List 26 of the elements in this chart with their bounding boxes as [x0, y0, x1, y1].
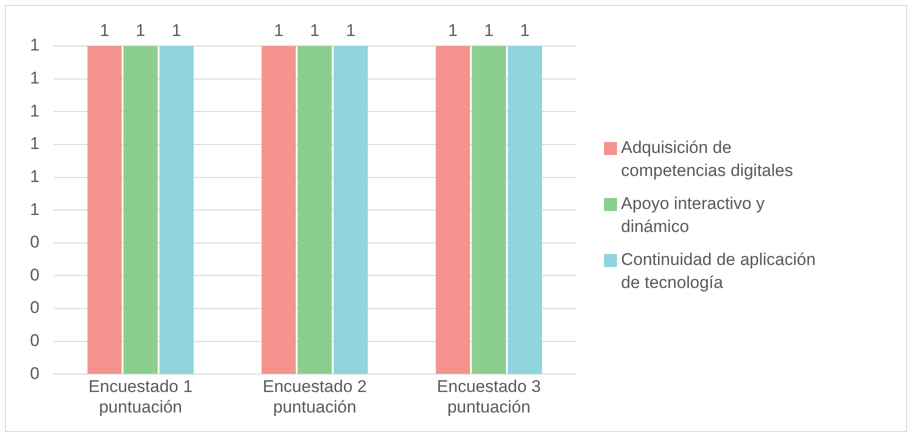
y-tick-label: 1	[30, 68, 40, 88]
data-label: 1	[274, 21, 284, 40]
y-tick-label: 1	[30, 166, 40, 186]
legend-label: Apoyo interactivo y dinámico	[621, 193, 766, 238]
y-tick-label: 1	[30, 101, 40, 120]
data-label: 1	[520, 21, 530, 40]
data-label: 1	[310, 21, 320, 40]
x-tick-label: Encuestado 2 puntuación	[262, 377, 367, 416]
y-tick-label: 0	[30, 298, 40, 318]
x-tick-label: Encuestado 1 puntuación	[88, 377, 193, 416]
y-tick-label: 0	[30, 232, 40, 252]
data-label: 1	[484, 21, 494, 40]
data-label: 1	[346, 21, 356, 40]
data-label: 1	[448, 21, 458, 40]
y-tick-label: 1	[30, 200, 40, 219]
x-tick-label: Encuestado 3 puntuación	[436, 377, 541, 416]
y-tick-label: 0	[30, 364, 40, 383]
legend-label: Continuidad de aplicación de tecnología	[621, 249, 817, 294]
y-tick-label: 1	[30, 134, 40, 154]
y-tick-label: 0	[30, 265, 40, 284]
legend-label: Adquisición de competencias digitales	[621, 137, 794, 182]
data-label: 1	[100, 21, 110, 40]
data-label: 1	[172, 21, 182, 40]
y-tick-label: 1	[30, 36, 40, 55]
data-label: 1	[136, 21, 146, 40]
y-tick-label: 0	[30, 331, 40, 350]
